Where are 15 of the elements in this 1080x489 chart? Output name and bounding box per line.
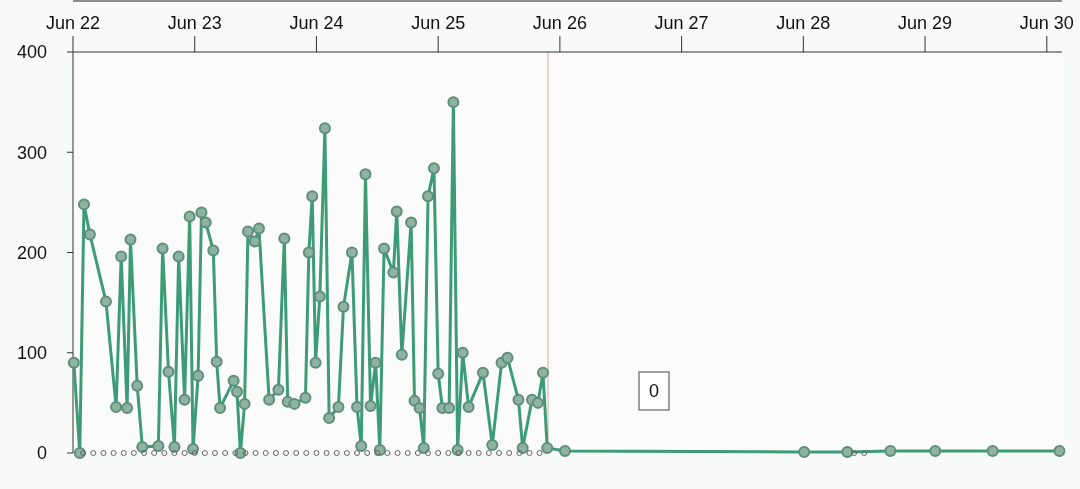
x-tick-label: Jun 23 (167, 13, 222, 33)
x-tick-label: Jun 30 (1019, 13, 1074, 33)
x-tick-label: Jun 25 (411, 13, 466, 33)
y-tick-label: 300 (16, 142, 47, 163)
x-tick-label: Jun 24 (289, 13, 344, 33)
x-tick-label: Jun 22 (45, 13, 101, 33)
annotation: 0 (648, 381, 660, 402)
x-tick-label: Jun 26 (532, 13, 587, 33)
y-tick-label: 400 (16, 42, 47, 63)
x-tick-label: Jun 27 (654, 13, 709, 33)
y-tick-label: 100 (16, 343, 47, 364)
y-tick-label: 200 (16, 242, 47, 263)
x-tick-label: Jun 28 (776, 13, 831, 33)
x-tick-label: Jun 29 (898, 13, 953, 33)
y-tick-label: 0 (36, 443, 47, 464)
